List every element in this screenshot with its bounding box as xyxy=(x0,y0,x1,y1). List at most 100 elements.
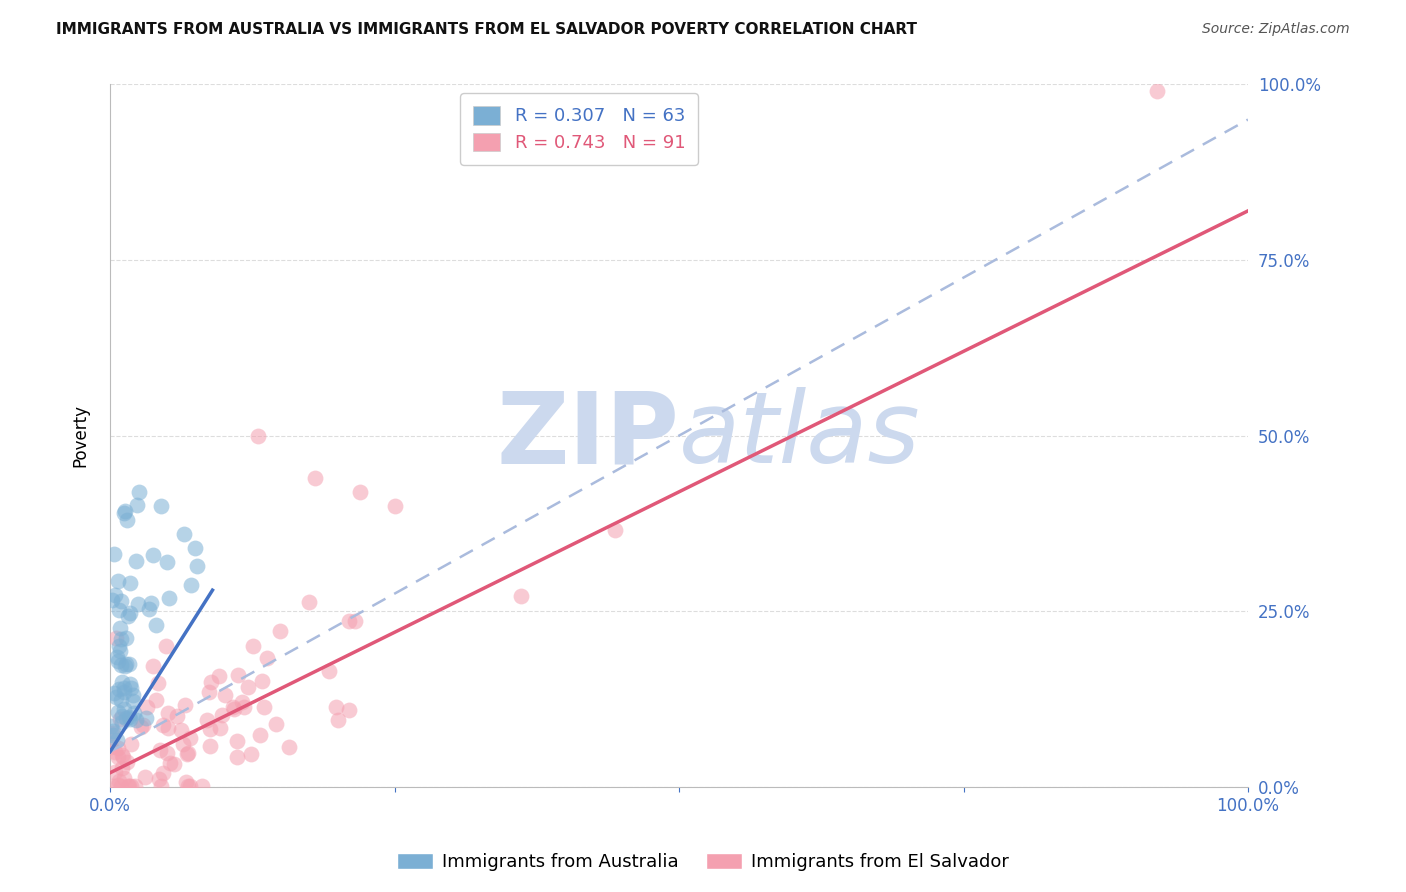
Point xyxy=(177,746,200,760)
Point xyxy=(120,779,142,793)
Point xyxy=(150,499,173,513)
Point xyxy=(101,724,124,739)
Point xyxy=(118,575,141,590)
Point xyxy=(173,527,195,541)
Point xyxy=(256,651,278,665)
Point xyxy=(110,715,132,730)
Point xyxy=(176,747,198,761)
Text: IMMIGRANTS FROM AUSTRALIA VS IMMIGRANTS FROM EL SALVADOR POVERTY CORRELATION CHA: IMMIGRANTS FROM AUSTRALIA VS IMMIGRANTS … xyxy=(56,22,917,37)
Point xyxy=(156,721,179,735)
Point xyxy=(603,523,626,537)
Point xyxy=(122,693,145,707)
Point xyxy=(162,756,184,771)
Point xyxy=(112,685,135,699)
Point xyxy=(103,686,125,700)
Point xyxy=(232,699,254,714)
Point xyxy=(349,484,371,499)
Point xyxy=(231,695,253,709)
Point xyxy=(110,632,132,646)
Point xyxy=(149,743,172,757)
Text: ZIP: ZIP xyxy=(496,387,679,484)
Point xyxy=(115,631,138,645)
Point xyxy=(318,664,340,678)
Point xyxy=(118,710,141,724)
Point xyxy=(337,704,360,718)
Point xyxy=(238,681,260,695)
Point xyxy=(152,717,174,731)
Point xyxy=(107,655,129,669)
Point xyxy=(111,675,134,690)
Point xyxy=(214,688,236,702)
Point xyxy=(149,779,172,793)
Point xyxy=(224,702,246,716)
Point xyxy=(104,690,127,705)
Point xyxy=(197,684,219,698)
Point xyxy=(226,668,249,682)
Point xyxy=(240,747,263,761)
Point xyxy=(157,591,180,605)
Point xyxy=(222,699,245,714)
Point xyxy=(111,761,134,775)
Point xyxy=(105,649,128,664)
Point xyxy=(325,699,347,714)
Point xyxy=(249,727,271,741)
Point xyxy=(107,705,129,719)
Y-axis label: Poverty: Poverty xyxy=(72,404,89,467)
Point xyxy=(148,772,170,786)
Point xyxy=(304,471,326,485)
Point xyxy=(246,428,269,442)
Point xyxy=(118,779,141,793)
Legend: Immigrants from Australia, Immigrants from El Salvador: Immigrants from Australia, Immigrants fr… xyxy=(389,846,1017,879)
Point xyxy=(170,723,193,738)
Point xyxy=(269,624,291,638)
Point xyxy=(127,597,149,611)
Point xyxy=(117,779,139,793)
Point xyxy=(107,741,129,756)
Point xyxy=(225,750,247,764)
Point xyxy=(107,574,129,589)
Point xyxy=(112,506,135,520)
Point xyxy=(125,713,148,727)
Point xyxy=(166,709,188,723)
Point xyxy=(207,669,229,683)
Text: atlas: atlas xyxy=(679,387,921,484)
Point xyxy=(509,589,531,603)
Point xyxy=(114,711,136,725)
Point xyxy=(184,541,207,555)
Point xyxy=(107,639,129,653)
Text: Source: ZipAtlas.com: Source: ZipAtlas.com xyxy=(1202,22,1350,37)
Point xyxy=(242,639,264,653)
Point xyxy=(179,731,201,745)
Point xyxy=(101,779,124,793)
Point xyxy=(114,504,136,518)
Point xyxy=(125,553,148,567)
Point xyxy=(136,700,159,714)
Point xyxy=(107,603,129,617)
Point xyxy=(120,712,142,726)
Point xyxy=(198,739,221,753)
Point xyxy=(101,728,124,742)
Point xyxy=(266,717,288,731)
Point xyxy=(108,682,131,697)
Point xyxy=(198,723,221,737)
Point xyxy=(115,513,138,527)
Point xyxy=(107,750,129,764)
Point xyxy=(134,770,156,784)
Point xyxy=(122,706,145,721)
Point xyxy=(101,592,124,607)
Point xyxy=(142,659,165,673)
Point xyxy=(114,657,136,671)
Point xyxy=(132,718,155,732)
Point xyxy=(250,673,273,688)
Point xyxy=(114,659,136,673)
Point xyxy=(156,747,179,761)
Point xyxy=(179,779,201,793)
Point xyxy=(138,602,160,616)
Point xyxy=(120,681,142,695)
Point xyxy=(110,622,132,636)
Point xyxy=(142,548,165,562)
Point xyxy=(112,771,135,785)
Point xyxy=(112,702,135,716)
Point xyxy=(337,614,360,628)
Point xyxy=(343,615,366,629)
